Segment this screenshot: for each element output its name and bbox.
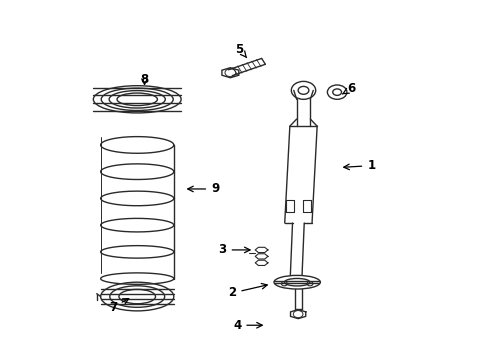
Text: 9: 9 bbox=[187, 183, 219, 195]
Text: 5: 5 bbox=[235, 42, 246, 58]
Text: 3: 3 bbox=[218, 243, 249, 256]
Text: 7: 7 bbox=[108, 298, 128, 314]
Text: 4: 4 bbox=[233, 319, 262, 332]
Text: 2: 2 bbox=[228, 283, 267, 300]
Text: 1: 1 bbox=[343, 159, 375, 172]
Text: 8: 8 bbox=[140, 73, 148, 86]
Text: 6: 6 bbox=[342, 82, 355, 95]
